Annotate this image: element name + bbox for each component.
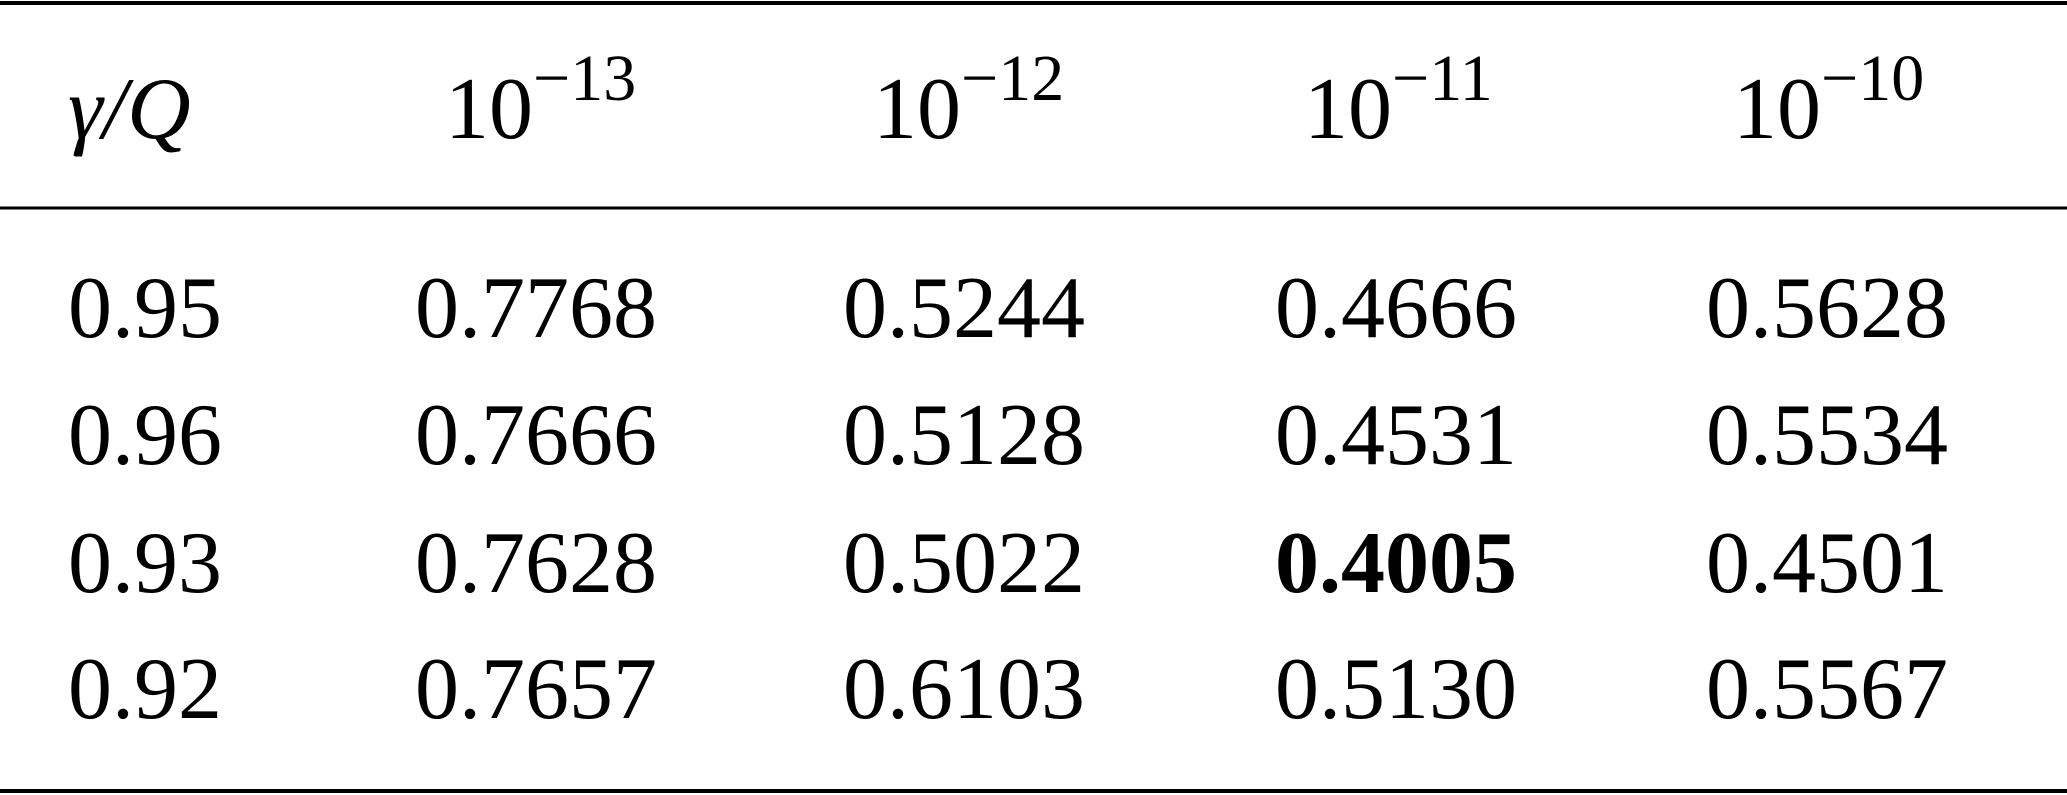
cell: 0.5628	[1706, 260, 1948, 357]
cell: 0.4666	[1275, 260, 1517, 357]
header-exponent: −12	[961, 42, 1064, 115]
cell: 0.5244	[843, 260, 1085, 357]
header-exponent: −13	[533, 42, 636, 115]
header-cell: 10−12	[873, 42, 1064, 158]
cell: 0.5534	[1706, 387, 1948, 484]
cell: 0.4005	[1275, 515, 1517, 612]
cell: 0.5567	[1706, 641, 1948, 738]
cell: 0.7628	[415, 515, 657, 612]
cell: 0.4501	[1706, 515, 1948, 612]
header-base: 10	[873, 61, 961, 158]
header-base: 10	[1304, 61, 1392, 158]
cell: 0.4531	[1275, 387, 1517, 484]
header-base: 10	[445, 61, 533, 158]
cell: 0.7768	[415, 260, 657, 357]
row-label: 0.93	[68, 515, 222, 612]
header-cell: γ/Q	[68, 61, 191, 158]
header-exponent: −10	[1821, 42, 1924, 115]
header-exponent: −11	[1392, 42, 1493, 115]
header-cell: 10−10	[1733, 42, 1924, 158]
header-cell: 10−11	[1304, 42, 1493, 158]
cell: 0.7657	[415, 641, 657, 738]
header-cell: 10−13	[445, 42, 636, 158]
cell: 0.5128	[843, 387, 1085, 484]
cell: 0.5022	[843, 515, 1085, 612]
row-label: 0.96	[68, 387, 222, 484]
cell: 0.7666	[415, 387, 657, 484]
cell: 0.5130	[1275, 641, 1517, 738]
header-base: 10	[1733, 61, 1821, 158]
row-label: 0.92	[68, 641, 222, 738]
row-label: 0.95	[68, 260, 222, 357]
cell: 0.6103	[843, 641, 1085, 738]
